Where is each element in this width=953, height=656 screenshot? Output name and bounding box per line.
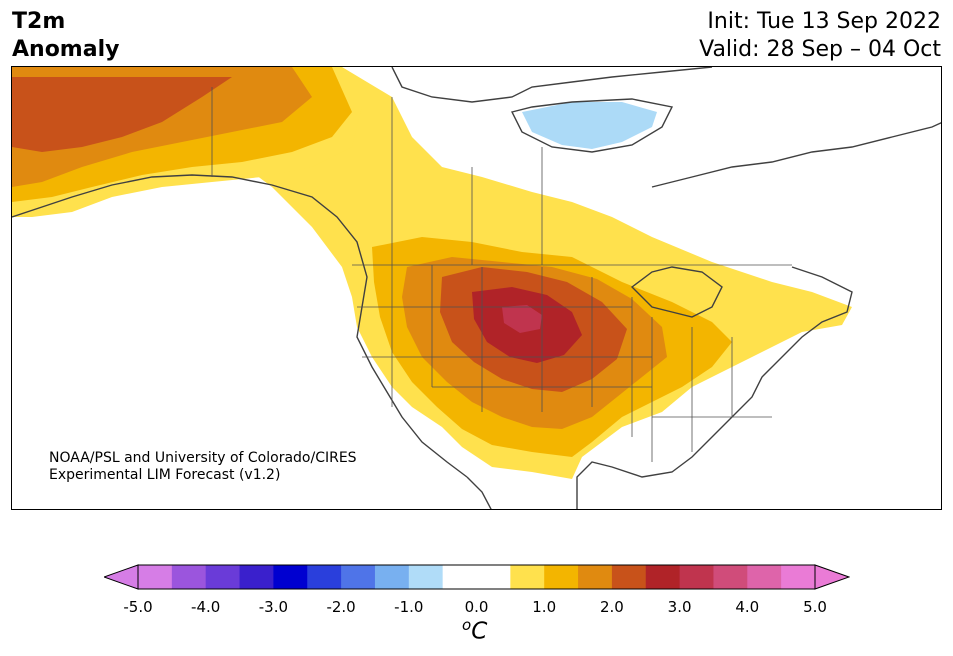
colorbar-segment (273, 565, 308, 589)
init-date: Init: Tue 13 Sep 2022 (707, 9, 941, 34)
colorbar-segment (611, 565, 647, 589)
colorbar-segment (239, 565, 274, 589)
colorbar-segment (578, 565, 613, 589)
colorbar-segment (510, 565, 545, 589)
credit-line-1: NOAA/PSL and University of Colorado/CIRE… (49, 450, 357, 466)
colorbar-segment (747, 565, 782, 589)
colorbar-segment (781, 565, 816, 589)
colorbar-segment (307, 565, 342, 589)
colorbar-tick-label: 5.0 (803, 598, 827, 616)
colorbar-segment (138, 565, 173, 589)
map-title: T2m Anomaly (12, 8, 119, 64)
credit-line-2: Experimental LIM Forecast (v1.2) (49, 467, 281, 483)
colorbar-segment (679, 565, 714, 589)
colorbar-segment (713, 565, 748, 589)
colorbar-tick-label: 1.0 (532, 598, 557, 616)
colorbar-outline (137, 564, 816, 590)
colorbar-under-arrow (104, 564, 139, 590)
colorbar-tick-label: -5.0 (123, 598, 153, 616)
political-borders (211, 87, 792, 462)
valid-period: Valid: 28 Sep – 04 Oct (699, 37, 941, 62)
colorbar-tick-label: 4.0 (735, 598, 760, 616)
colorbar-tick-label: 0.0 (464, 598, 489, 616)
title-line-2: Anomaly (12, 37, 120, 62)
colorbar-segment (205, 565, 241, 589)
colorbar-segment (476, 565, 511, 589)
colorbar-tick-label: 3.0 (667, 598, 692, 616)
colorbar-tick-label: -3.0 (258, 598, 289, 616)
anomaly-map (11, 66, 942, 510)
forecast-dates: Init: Tue 13 Sep 2022 Valid: 28 Sep – 04… (699, 8, 941, 64)
colorbar-over-arrow (814, 564, 850, 590)
colorbar-segment (171, 565, 207, 589)
colorbar-tick-label: -4.0 (191, 598, 221, 616)
colorbar-segment (544, 565, 579, 589)
colorbar-segment (374, 565, 410, 589)
coastlines (12, 67, 941, 509)
colorbar-segment (442, 565, 477, 589)
colorbar-tick-labels: -5.0 -4.0 -3.0 -2.0 -1.0 0.0 1.0 2.0 3.0 4.0 5.0 (0, 598, 953, 618)
colorbar-tick-label: -1.0 (394, 598, 424, 616)
colorbar-segment (645, 565, 681, 589)
colorbar-segment (341, 565, 376, 589)
alaska-band-2-5c (12, 77, 232, 152)
colorbar-unit: oC (462, 616, 488, 645)
colorbar (104, 564, 850, 590)
anomaly-band-3-5c (502, 305, 542, 333)
colorbar-tick-label: 2.0 (599, 598, 624, 616)
colorbar-segment (408, 565, 444, 589)
colorbar-segments (138, 565, 816, 589)
credit-text: NOAA/PSL and University of Colorado/CIRE… (49, 450, 357, 484)
colorbar-tick-label: -2.0 (326, 598, 356, 616)
cool-anomaly-hudson (522, 102, 657, 149)
map-svg (12, 67, 941, 509)
title-line-1: T2m (12, 9, 66, 34)
